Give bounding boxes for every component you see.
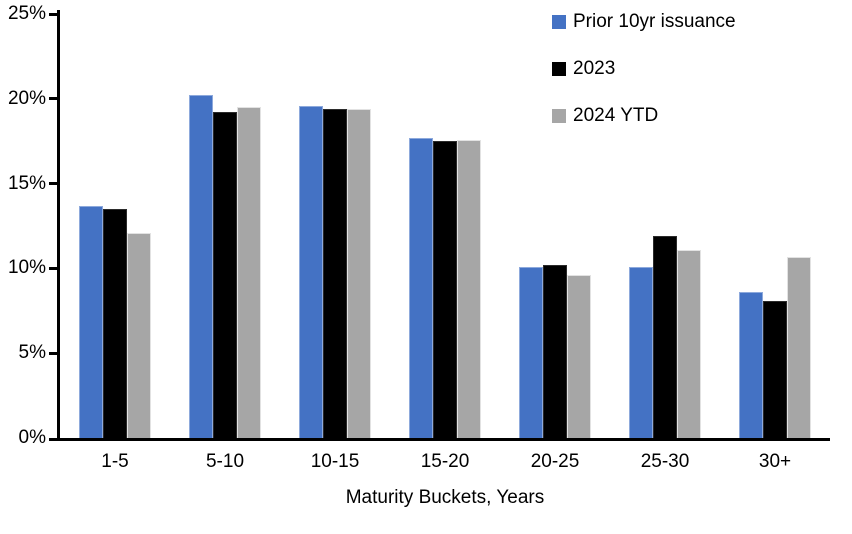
y-tick-10	[49, 266, 57, 270]
y-tick-label-0: 0%	[18, 427, 46, 448]
legend-item-2023: 2023	[552, 58, 615, 80]
bar-2024-ytd-1-5	[127, 232, 151, 438]
bar-2023-25-30	[653, 236, 677, 438]
x-axis-title: Maturity Buckets, Years	[345, 487, 545, 508]
bar-2024-ytd-5-10	[237, 107, 261, 438]
x-tick-label-10-15: 10-15	[310, 451, 360, 472]
y-tick-label-15: 15%	[7, 172, 46, 194]
bar-2023-20-25	[543, 265, 567, 438]
bar-prior-10yr-issuance-15-20	[409, 137, 433, 438]
bar-prior-10yr-issuance-25-30	[629, 266, 653, 438]
legend-swatch-prior-10yr-issuance	[552, 15, 566, 29]
bar-2024-ytd-15-20	[457, 139, 481, 438]
y-axis-line	[57, 10, 60, 441]
bar-2023-10-15	[323, 108, 347, 438]
x-tick-label-30+: 30+	[758, 451, 792, 472]
x-tick-label-25-30: 25-30	[640, 451, 690, 472]
legend-label-2023: 2023	[573, 58, 616, 79]
legend-swatch-2023	[552, 62, 566, 76]
plot-area	[49, 10, 830, 441]
legend-label-2024-ytd: 2024 YTD	[573, 105, 659, 126]
x-tick-label-1-5: 1-5	[101, 451, 129, 472]
y-tick-25	[49, 12, 57, 16]
x-tick-label-20-25: 20-25	[530, 451, 580, 472]
y-tick-15	[49, 182, 57, 186]
bar-2024-ytd-20-25	[567, 275, 591, 438]
bar-prior-10yr-issuance-30+	[739, 292, 763, 438]
y-tick-20	[49, 97, 57, 101]
bar-2024-ytd-10-15	[347, 108, 371, 438]
bar-2023-15-20	[433, 141, 457, 438]
bar-prior-10yr-issuance-20-25	[519, 266, 543, 438]
y-tick-label-10: 10%	[7, 257, 46, 279]
bar-2023-1-5	[103, 209, 127, 438]
bar-2023-30+	[763, 300, 787, 438]
legend-swatch-2024-ytd	[552, 109, 566, 123]
bar-prior-10yr-issuance-1-5	[79, 205, 103, 438]
legend-item-2024-ytd: 2024 YTD	[552, 105, 658, 127]
y-tick-label-25: 25%	[7, 3, 46, 24]
bar-2024-ytd-30+	[787, 256, 811, 438]
legend-label-prior-10yr-issuance: Prior 10yr issuance	[573, 11, 736, 32]
legend-item-prior-10yr-issuance: Prior 10yr issuance	[552, 11, 736, 33]
x-tick-label-5-10: 5-10	[205, 451, 245, 472]
y-tick-5	[49, 351, 57, 355]
bar-2024-ytd-25-30	[677, 249, 701, 438]
x-tick-label-15-20: 15-20	[420, 451, 470, 472]
bar-2023-5-10	[213, 112, 237, 438]
bar-prior-10yr-issuance-5-10	[189, 95, 213, 438]
y-tick-label-20: 20%	[7, 87, 46, 109]
y-tick-label-5: 5%	[18, 342, 46, 364]
bar-prior-10yr-issuance-10-15	[299, 105, 323, 438]
x-axis-line	[49, 438, 830, 441]
